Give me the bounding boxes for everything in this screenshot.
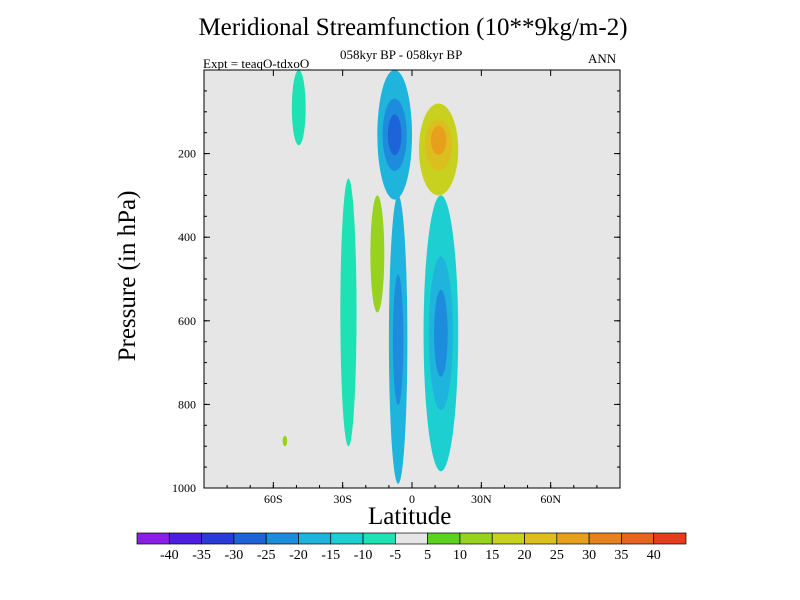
colorbar-label: -10 [354,548,373,563]
y-tick-label: 1000 [172,481,196,495]
colorbar-label: 35 [614,548,628,563]
x-tick-label: 0 [409,492,415,506]
colorbar-swatch [621,532,655,545]
colorbar-label: -20 [289,548,308,563]
plot-background [204,70,620,488]
season-label: ANN [588,51,617,66]
colorbar-swatch [427,532,461,545]
colorbar-swatch [491,532,525,545]
colorbar-swatch [168,532,202,545]
y-tick-label: 400 [178,230,196,244]
colorbar-label: -30 [225,548,244,563]
colorbar-swatch [395,532,428,545]
colorbar-label: -5 [390,548,402,563]
x-tick-label: 30N [471,492,492,506]
colorbar-label: -35 [192,548,211,563]
colorbar-label: 40 [647,548,661,563]
colorbar-swatch [653,532,687,545]
colorbar-label: 30 [582,548,596,563]
colorbar-label: 25 [550,548,564,563]
tropical-negative-core-lower-level-1 [392,274,404,405]
colorbar-label: 5 [424,548,431,563]
colorbar-label: -15 [321,548,340,563]
sh-ferrel-band [340,178,357,447]
colorbar-swatch [362,532,396,545]
colorbar-label: 20 [518,548,532,563]
colorbar-label: -40 [160,548,179,563]
colorbar-swatch [330,532,364,545]
sh-positive-spot [282,435,288,447]
colorbar-swatch [201,532,235,545]
colorbar-swatch [459,532,493,545]
chart-subtitle: 058kyr BP - 058kyr BP [340,47,463,62]
colorbar-label: 10 [453,548,467,563]
x-tick-label: 60N [540,492,561,506]
colorbar-swatch [265,532,299,545]
x-tick-label: 60S [264,492,283,506]
colorbar-label: -25 [257,548,276,563]
colorbar-label: 15 [485,548,499,563]
colorbar: -40 -35 -30 -25 -20 -15 -10 -5 5 10 15 20 25 30 35 40 [136,532,687,563]
sh-positive-band [370,195,385,313]
colorbar-swatch [556,532,590,545]
nh-positive-core-level-2 [430,125,447,155]
experiment-label: Expt = teaqO-tdxoO [203,56,310,71]
colorbar-swatch [233,532,267,545]
chart-title: Meridional Streamfunction (10**9kg/m-2) [198,14,628,41]
x-axis-label: Latitude [368,503,452,530]
nh-negative-band-level-2 [434,289,448,377]
colorbar-swatch [524,532,558,545]
axis-ticks: 60S 30S 0 30N 60N 200 400 600 800 1000 [172,70,621,506]
contour-fills [282,69,459,484]
tropical-negative-core-upper-level-2 [387,114,402,156]
sh-polar-cell-band [291,70,306,146]
colorbar-swatch [298,532,332,545]
y-tick-label: 200 [178,147,196,161]
colorbar-swatch [136,532,170,545]
x-tick-label: 30S [333,492,352,506]
colorbar-swatch [588,532,622,545]
y-tick-label: 800 [178,397,196,411]
y-tick-label: 600 [178,314,196,328]
